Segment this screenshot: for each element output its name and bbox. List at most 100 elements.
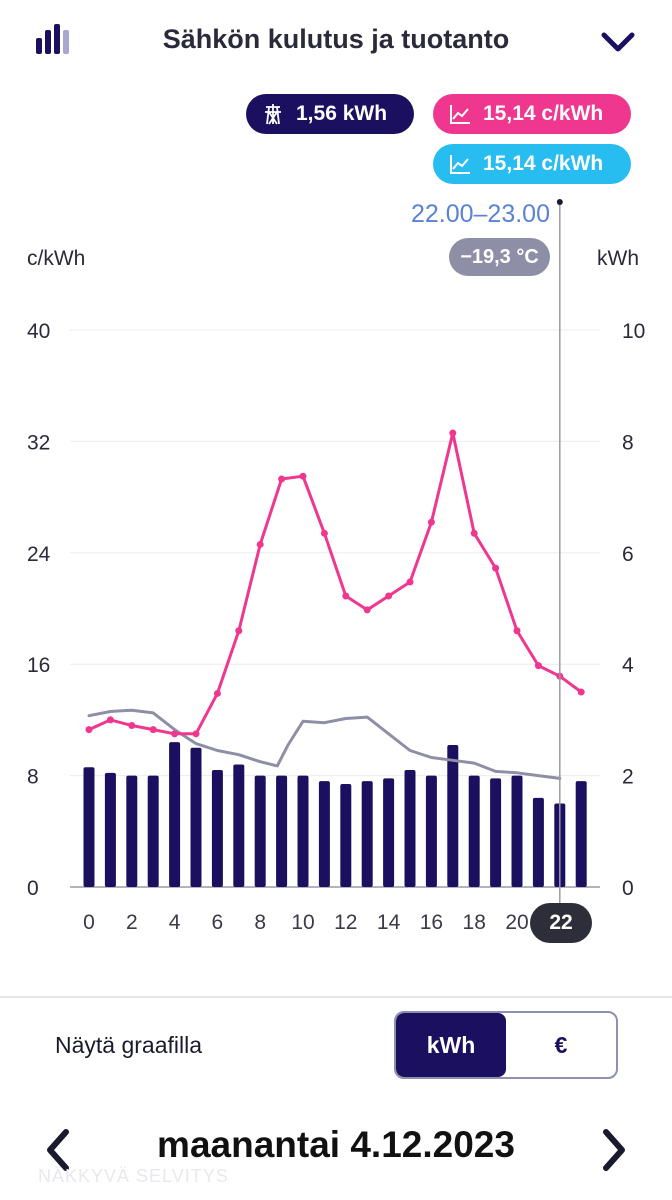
line-chart-icon bbox=[450, 155, 470, 174]
consumption-bar bbox=[361, 781, 373, 887]
chevron-down-icon[interactable] bbox=[598, 28, 638, 56]
contract-price-legend-pill[interactable]: 15,14 c/kWh bbox=[433, 144, 631, 184]
price-point bbox=[213, 689, 221, 697]
temperature-badge: −19,3 °C bbox=[449, 238, 550, 276]
price-point bbox=[106, 716, 114, 724]
price-point bbox=[427, 518, 435, 526]
divider bbox=[0, 996, 672, 998]
y-tick-label-left: 24 bbox=[27, 543, 51, 566]
kwh-toggle-button[interactable]: kWh bbox=[396, 1013, 506, 1077]
price-line bbox=[88, 431, 583, 736]
consumption-bar bbox=[425, 775, 437, 887]
price-point bbox=[278, 475, 286, 483]
price-point bbox=[513, 627, 521, 635]
y-tick-label-right: 6 bbox=[622, 543, 634, 566]
energy-legend-pill[interactable]: 1,56 kWh bbox=[246, 94, 414, 134]
consumption-bar bbox=[575, 781, 587, 887]
price-point bbox=[299, 472, 307, 480]
power-line-icon bbox=[265, 104, 281, 125]
x-tick-label: 2 bbox=[126, 911, 138, 934]
y-tick-label-right: 4 bbox=[622, 654, 634, 677]
consumption-bar bbox=[468, 775, 480, 887]
price-point bbox=[235, 627, 243, 635]
price-point bbox=[256, 540, 264, 548]
price-point bbox=[342, 592, 350, 600]
y-tick-label-right: 0 bbox=[622, 877, 634, 900]
previous-day-icon[interactable] bbox=[42, 1128, 72, 1172]
y-tick-label-left: 0 bbox=[27, 877, 39, 900]
x-tick-label: 14 bbox=[377, 911, 401, 934]
euro-toggle-button[interactable]: € bbox=[554, 1031, 568, 1058]
consumption-bar bbox=[490, 778, 502, 887]
x-tick-label: 12 bbox=[334, 911, 357, 934]
price-point bbox=[85, 726, 93, 734]
x-tick-label: 20 bbox=[505, 911, 528, 934]
line-chart-icon bbox=[450, 105, 470, 124]
next-day-icon[interactable] bbox=[600, 1128, 630, 1172]
selected-hour-badge[interactable]: 22 bbox=[530, 903, 592, 943]
x-tick-label: 0 bbox=[83, 911, 95, 934]
consumption-bar bbox=[532, 797, 544, 887]
y-tick-label-left: 16 bbox=[27, 654, 50, 677]
x-tick-label: 18 bbox=[463, 911, 486, 934]
energy-legend-value: 1,56 kWh bbox=[296, 102, 388, 125]
left-axis-unit: c/kWh bbox=[27, 247, 86, 270]
price-point bbox=[320, 529, 328, 537]
x-tick-label: 4 bbox=[169, 911, 181, 934]
price-point bbox=[171, 730, 179, 738]
contract-price-legend-value: 15,14 c/kWh bbox=[483, 152, 604, 175]
page-title: Sähkön kulutus ja tuotanto bbox=[162, 24, 510, 54]
x-tick-label: 10 bbox=[291, 911, 314, 934]
consumption-bar bbox=[126, 775, 138, 887]
price-point bbox=[492, 564, 500, 572]
spot-price-legend-pill[interactable]: 15,14 c/kWh bbox=[433, 94, 631, 134]
y-tick-label-left: 32 bbox=[27, 431, 50, 454]
consumption-bar bbox=[318, 781, 330, 887]
right-axis-unit: kWh bbox=[597, 247, 639, 270]
temperature-line bbox=[87, 708, 562, 780]
header: Sähkön kulutus ja tuotanto bbox=[0, 0, 672, 84]
price-point bbox=[128, 721, 136, 729]
consumption-bar bbox=[447, 744, 459, 887]
consumption-bar bbox=[340, 783, 352, 887]
price-point bbox=[363, 606, 371, 614]
y-tick-label-right: 10 bbox=[622, 320, 645, 343]
consumption-bar bbox=[297, 775, 309, 887]
x-tick-label: 6 bbox=[212, 911, 224, 934]
consumption-bar bbox=[211, 770, 223, 887]
spot-price-legend-value: 15,14 c/kWh bbox=[483, 102, 604, 125]
consumption-bar bbox=[254, 775, 266, 887]
price-point bbox=[406, 578, 414, 586]
y-tick-label-right: 8 bbox=[622, 431, 634, 454]
y-tick-label-left: 40 bbox=[27, 320, 50, 343]
consumption-bar bbox=[383, 778, 395, 887]
consumption-bar bbox=[276, 775, 288, 887]
consumption-bar bbox=[169, 742, 181, 887]
price-point bbox=[149, 726, 157, 734]
price-point bbox=[470, 529, 478, 537]
price-point bbox=[577, 688, 585, 696]
y-tick-label-right: 2 bbox=[622, 766, 634, 789]
date-navigation: maanantai 4.12.2023 bbox=[0, 1110, 672, 1190]
consumption-bar bbox=[147, 775, 159, 887]
consumption-bar bbox=[104, 772, 116, 887]
price-point bbox=[192, 730, 200, 738]
selection-dot bbox=[556, 199, 563, 205]
unit-toggle: kWh € bbox=[394, 1011, 618, 1079]
selected-time-range: 22.00–23.00 bbox=[410, 200, 550, 228]
bar-chart-icon[interactable] bbox=[34, 20, 74, 56]
price-point bbox=[534, 662, 542, 670]
price-point bbox=[449, 429, 457, 437]
x-tick-label: 16 bbox=[420, 911, 443, 934]
current-date: maanantai 4.12.2023 bbox=[157, 1124, 515, 1165]
price-point bbox=[385, 592, 393, 600]
consumption-bar bbox=[233, 764, 245, 887]
faded-footer-text: NÄKKYVÄ SELVITYS bbox=[38, 1166, 229, 1186]
show-on-chart-label: Näytä graafilla bbox=[55, 1032, 203, 1058]
x-tick-label: 8 bbox=[254, 911, 266, 934]
consumption-bar bbox=[404, 770, 416, 887]
consumption-bar bbox=[511, 775, 523, 887]
y-tick-label-left: 8 bbox=[27, 766, 39, 789]
consumption-bar bbox=[83, 767, 95, 887]
